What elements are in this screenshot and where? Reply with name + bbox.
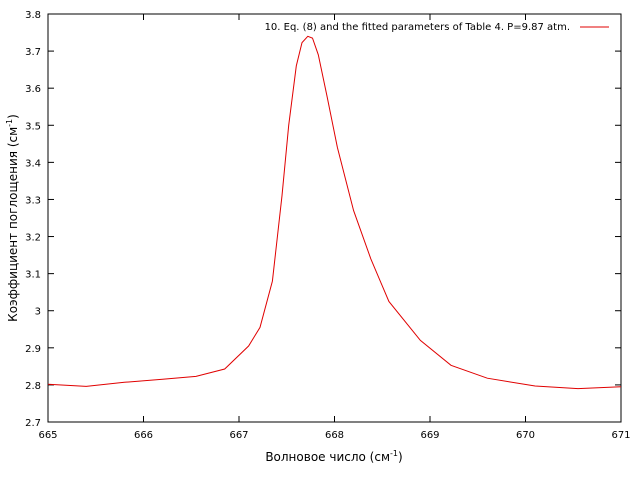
y-tick-label: 3.4 — [25, 158, 41, 169]
y-tick-label: 2.7 — [25, 418, 41, 429]
y-tick-label: 3 — [35, 307, 41, 318]
x-axis-label: Волновое число (см-1) — [265, 449, 402, 464]
x-tick-label: 669 — [420, 430, 439, 441]
x-tick-label: 670 — [516, 430, 535, 441]
y-axis-label: Коэффициент поглощения (см-1) — [5, 114, 20, 322]
y-tick-label: 2.9 — [25, 344, 41, 355]
y-tick-label: 3.7 — [25, 47, 41, 58]
x-tick-label: 671 — [611, 430, 630, 441]
y-tick-label: 3.3 — [25, 195, 41, 206]
x-axis-ticks: 665 666 667 668 669 670 671 — [38, 14, 631, 441]
legend: 10. Eq. (8) and the fitted parameters of… — [265, 22, 609, 33]
y-tick-label: 3.2 — [25, 233, 41, 244]
y-tick-label: 3.5 — [25, 121, 41, 132]
x-tick-label: 668 — [325, 430, 344, 441]
series-line — [47, 35, 622, 390]
series-layer — [47, 35, 622, 390]
y-tick-label: 3.8 — [25, 10, 41, 21]
y-tick-label: 3.6 — [25, 84, 41, 95]
legend-label: 10. Eq. (8) and the fitted parameters of… — [265, 22, 570, 33]
y-axis-ticks: 2.7 2.8 2.9 3 3.1 3.2 3.3 3.4 3.5 3.6 3.7 3.8 — [25, 10, 621, 429]
plot-area-frame — [47, 13, 622, 423]
x-tick-label: 666 — [134, 430, 153, 441]
y-tick-label: 2.8 — [25, 381, 41, 392]
x-tick-label: 667 — [229, 430, 248, 441]
y-tick-label: 3.1 — [25, 270, 41, 281]
x-tick-label: 665 — [38, 430, 57, 441]
